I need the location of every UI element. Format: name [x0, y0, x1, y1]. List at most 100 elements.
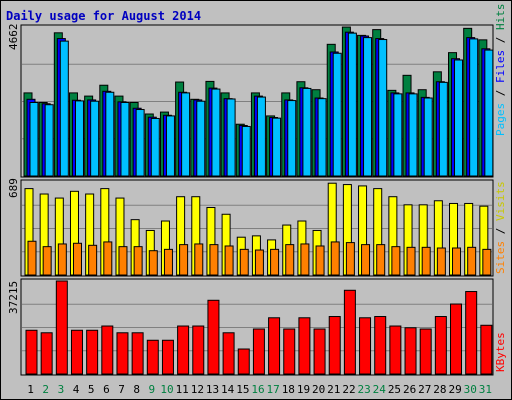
x-tick-label: 5	[88, 383, 95, 396]
sites-bar	[270, 248, 280, 276]
pages-bar	[484, 49, 494, 177]
legend-hits: Hits	[494, 4, 507, 31]
visits-panel-max-label: 689	[7, 178, 20, 198]
pages-bar	[135, 109, 145, 177]
kbytes-bar	[101, 325, 114, 375]
legend-sites: Sites	[494, 241, 507, 274]
pages-bar	[196, 100, 206, 177]
pages-bar	[120, 101, 130, 177]
pages-bar	[90, 100, 100, 177]
x-tick-label: 7	[118, 383, 125, 396]
kbytes-bar	[222, 332, 235, 375]
x-tick-label: 24	[373, 383, 387, 396]
pages-bar	[423, 97, 433, 177]
pages-bar	[272, 117, 282, 177]
sites-bar	[194, 243, 204, 276]
sites-bar	[391, 246, 401, 276]
sites-bar	[467, 246, 477, 276]
kbytes-bar	[192, 325, 205, 375]
kbytes-bar	[86, 329, 99, 375]
kbytes-bar	[207, 299, 220, 375]
kbytes-bar	[40, 332, 53, 375]
x-tick-label: 20	[312, 383, 325, 396]
x-tick-label: 14	[221, 383, 235, 396]
svg-text:KBytes: KBytes	[494, 332, 507, 372]
x-tick-label: 28	[433, 383, 446, 396]
x-tick-label: 29	[448, 383, 461, 396]
x-tick-label: 8	[133, 383, 140, 396]
pages-bar	[74, 100, 84, 177]
kbytes-bar	[268, 317, 281, 375]
pages-bar	[150, 117, 160, 177]
x-tick-label: 30	[464, 383, 477, 396]
pages-bar	[287, 100, 297, 177]
x-tick-label: 19	[297, 383, 310, 396]
legend-files: Files	[494, 50, 507, 83]
pages-bar	[105, 91, 115, 177]
pages-bar	[59, 40, 69, 177]
sites-bar	[376, 244, 386, 276]
sites-bar	[436, 247, 446, 276]
x-tick-label: 12	[191, 383, 204, 396]
sites-bar	[300, 243, 310, 276]
kbytes-bar	[25, 329, 38, 375]
sites-bar	[285, 244, 295, 276]
legend-visits: Visits	[494, 181, 507, 221]
kbytes-bar	[434, 316, 447, 375]
hits-panel-max-label: 4662	[7, 24, 20, 51]
kbytes-bar	[146, 339, 159, 375]
sites-bar	[163, 248, 173, 276]
x-tick-label: 27	[418, 383, 431, 396]
kbytes-bar	[328, 316, 341, 375]
pages-bar	[347, 32, 357, 177]
pages-bar	[317, 98, 327, 177]
pages-bar	[165, 115, 175, 177]
sites-bar	[42, 246, 52, 276]
sites-bar	[315, 245, 325, 276]
kbytes-bar	[313, 328, 326, 375]
pages-bar	[241, 125, 251, 177]
sites-bar	[57, 243, 67, 276]
pages-bar	[378, 39, 388, 177]
pages-bar	[454, 59, 464, 177]
x-tick-label: 13	[206, 383, 219, 396]
sites-bar	[421, 246, 431, 276]
kbytes-bar	[131, 332, 144, 375]
kbytes-bar	[252, 328, 265, 375]
svg-text:Sites / Visits: Sites / Visits	[494, 181, 507, 274]
pages-bar	[363, 37, 373, 177]
kbytes-bar	[283, 328, 296, 375]
sites-bar	[482, 248, 492, 276]
sites-bar	[148, 250, 158, 276]
x-tick-label: 15	[236, 383, 249, 396]
x-tick-label: 25	[388, 383, 401, 396]
kbytes-bar	[389, 325, 402, 375]
pages-bar	[211, 88, 221, 177]
pages-bar	[408, 93, 418, 177]
sites-bar	[224, 245, 234, 276]
bar-marks	[23, 26, 494, 375]
legend-pages: Pages	[494, 103, 507, 136]
x-tick-label: 26	[403, 383, 416, 396]
pages-bar	[181, 92, 191, 177]
x-tick-label: 22	[342, 383, 355, 396]
x-tick-label: 17	[267, 383, 280, 396]
sites-bar	[72, 242, 82, 276]
kbytes-bar	[177, 325, 190, 375]
kbytes-bar	[450, 303, 463, 375]
sites-bar	[209, 244, 219, 276]
legend-sep: /	[494, 30, 507, 50]
sites-bar	[330, 241, 340, 276]
sites-bar	[345, 242, 355, 276]
kbytes-panel-max-label: 37215	[7, 281, 20, 314]
legend-sep: /	[494, 83, 507, 103]
sites-bar	[239, 248, 249, 276]
legend-sep: /	[494, 221, 507, 241]
sites-bar	[254, 249, 264, 276]
sites-bar	[103, 241, 113, 276]
pages-bar	[393, 93, 403, 177]
pages-bar	[332, 52, 342, 177]
sites-bar	[118, 246, 128, 276]
x-tick-label: 21	[327, 383, 340, 396]
x-tick-label: 16	[251, 383, 264, 396]
